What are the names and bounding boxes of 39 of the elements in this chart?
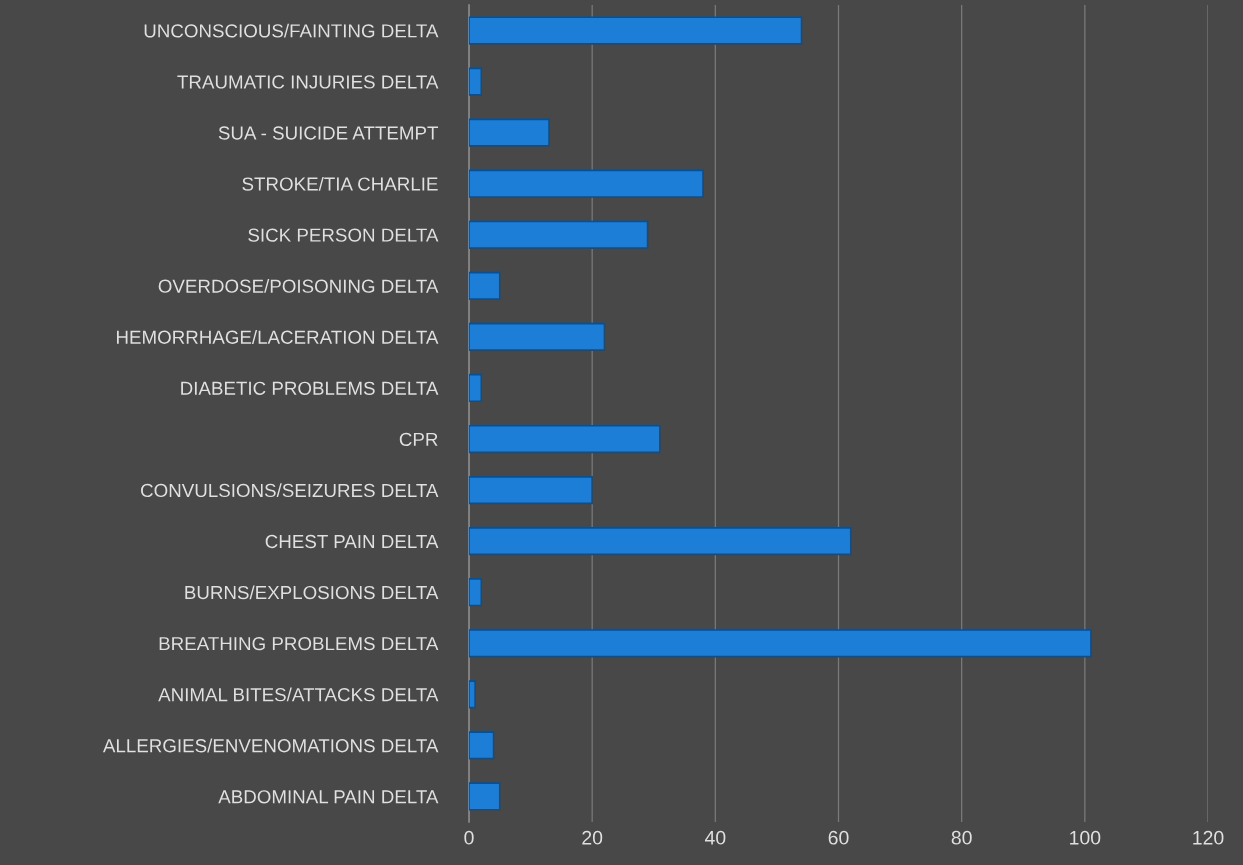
bar [469, 169, 704, 198]
bar [469, 629, 1092, 658]
x-tick-label: 80 [951, 830, 972, 845]
y-tick-label: ANIMAL BITES/ATTACKS DELTA [158, 687, 439, 702]
x-tick-label: 40 [704, 830, 726, 845]
y-tick-label: HEMORRHAGE/LACERATION DELTA [116, 330, 439, 344]
x-tick-label: 20 [582, 830, 603, 845]
y-tick-label: SICK PERSON DELTA [248, 228, 439, 242]
bar [469, 782, 501, 811]
bar [469, 527, 852, 556]
bar [469, 271, 501, 300]
y-tick-label: UNCONSCIOUS/FAINTING DELTA [144, 23, 439, 38]
x-tick-label: 60 [828, 830, 849, 845]
y-tick-label: BREATHING PROBLEMS DELTA [159, 636, 439, 651]
y-tick-label: CONVULSIONS/SEIZURES DELTA [141, 483, 439, 498]
y-tick-label: STROKE/TIA CHARLIE [242, 176, 438, 191]
bar [469, 424, 661, 454]
y-tick-label: BURNS/EXPLOSIONS DELTA [185, 585, 439, 600]
y-tick-label: ABDOMINAL PAIN DELTA [218, 790, 439, 804]
x-tick-label: 100 [1070, 830, 1101, 845]
y-tick-label: CHEST PAIN DELTA [265, 534, 439, 549]
bar [469, 16, 803, 45]
bar [469, 475, 594, 505]
bar [469, 731, 495, 760]
x-tick-label: 0 [464, 830, 474, 845]
bar [469, 322, 606, 352]
bar [469, 220, 649, 249]
y-tick-label: ALLERGIES/ENVENOMATIONS DELTA [102, 738, 439, 753]
y-tick-label: SUA - SUICIDE ATTEMPT [218, 126, 439, 140]
bar [469, 118, 550, 147]
x-tick-label: 120 [1193, 830, 1224, 845]
y-tick-label: DIABETIC PROBLEMS DELTA [181, 381, 439, 395]
bar [469, 680, 476, 709]
y-tick-label: OVERDOSE/POISONING DELTA [158, 279, 439, 293]
bar [469, 578, 483, 607]
bar [469, 67, 483, 96]
y-tick-label: TRAUMATIC INJURIES DELTA [177, 75, 439, 89]
bar [469, 373, 483, 403]
y-tick-label: CPR [399, 432, 438, 447]
